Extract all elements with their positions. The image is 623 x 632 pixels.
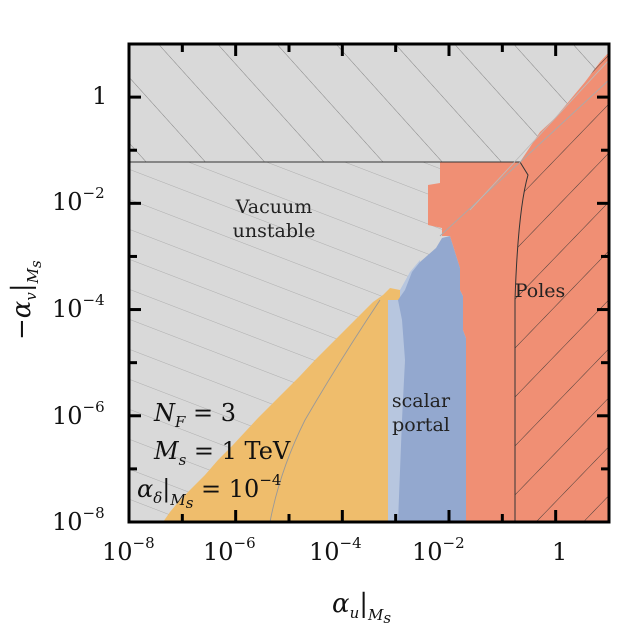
y-tick-label: 10−6 [52, 398, 105, 430]
x-tick-label: 10−6 [203, 534, 256, 566]
region-vacuum-hatch-top [129, 44, 609, 162]
param-ms: Ms = 1 TeV [153, 437, 291, 469]
y-axis-label: −αv|Ms [7, 260, 45, 340]
axis-ticks [127, 42, 611, 524]
region-label-vacuum: Vacuum [235, 196, 312, 218]
boundary-vertical-curve [514, 161, 529, 522]
param-alpha-delta: αδ|Ms = 10−4 [137, 471, 281, 512]
region-yellow [163, 288, 400, 522]
parameter-list: NF = 3 Ms = 1 TeV αδ|Ms = 10−4 [137, 399, 291, 512]
x-tick-label: 10−2 [412, 534, 465, 566]
y-tick-label: 10−4 [52, 291, 105, 323]
x-tick-label: 10−8 [102, 534, 155, 566]
y-tick-label: 1 [92, 82, 107, 110]
region-red-hatch [515, 44, 609, 522]
x-tick-label: 10−4 [309, 534, 362, 566]
region-label-scalar: portal [392, 414, 450, 436]
region-label-scalar: scalar [392, 390, 451, 412]
x-tick-labels: 10−8 10−6 10−4 10−2 1 [102, 534, 567, 566]
plot-frame [127, 42, 611, 524]
y-tick-label: 10−8 [52, 504, 105, 536]
y-axis-label-group: −αv|Ms [7, 260, 45, 340]
y-tick-label: 10−2 [52, 184, 105, 216]
region-label-vacuum: unstable [233, 220, 316, 242]
x-tick-label: 1 [552, 538, 567, 566]
plot-area [129, 44, 609, 522]
x-axis-label: αu|Ms [332, 589, 391, 627]
boundary-grey-line-2 [439, 79, 609, 237]
boundary-grey-line-3 [469, 59, 609, 211]
region-label-poles: Poles [515, 280, 566, 302]
region-blue [398, 236, 466, 522]
boundary-grey-curve [269, 299, 381, 522]
y-tick-labels: 10−8 10−6 10−4 10−2 1 [52, 82, 107, 536]
param-nf: NF = 3 [153, 399, 236, 431]
